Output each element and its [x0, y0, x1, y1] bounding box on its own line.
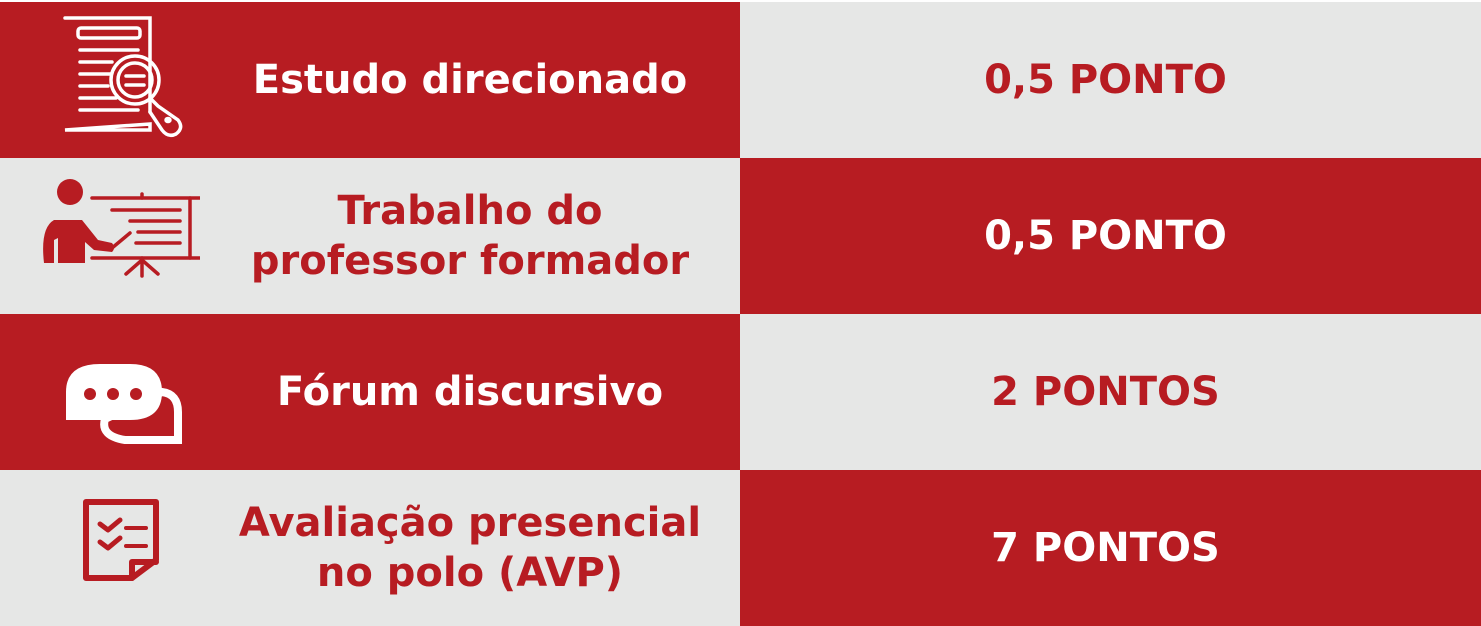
table-row: Avaliação presencial no polo (AVP) 7 PON…: [0, 470, 1481, 626]
activity-label: Avaliação presencial no polo (AVP): [238, 500, 702, 596]
points-value: 7 PONTOS: [991, 525, 1220, 571]
points-value: 0,5 PONTO: [984, 213, 1227, 259]
points-cell: 2 PONTOS: [740, 314, 1481, 470]
activity-label: Fórum discursivo: [276, 369, 664, 415]
table-row: Fórum discursivo 2 PONTOS: [0, 314, 1481, 470]
activity-cell: Avaliação presencial no polo (AVP): [0, 470, 740, 626]
activity-label: Trabalho do professor formador: [250, 188, 690, 284]
table-row: Estudo direcionado 0,5 PONTO: [0, 2, 1481, 158]
teacher-presentation-icon: [43, 179, 200, 278]
points-value: 2 PONTOS: [991, 369, 1220, 415]
points-value: 0,5 PONTO: [984, 57, 1227, 103]
table-row: Trabalho do professor formador 0,5 PONTO: [0, 158, 1481, 314]
chat-bubbles-icon: [66, 364, 182, 444]
activity-label: Estudo direcionado: [252, 57, 688, 103]
activity-cell: Estudo direcionado: [0, 2, 740, 158]
activity-cell: Fórum discursivo: [0, 314, 740, 470]
activity-cell: Trabalho do professor formador: [0, 158, 740, 314]
points-cell: 0,5 PONTO: [740, 158, 1481, 314]
document-search-icon: [63, 16, 183, 138]
points-cell: 7 PONTOS: [740, 470, 1481, 626]
points-cell: 0,5 PONTO: [740, 2, 1481, 158]
checklist-icon: [83, 499, 159, 581]
